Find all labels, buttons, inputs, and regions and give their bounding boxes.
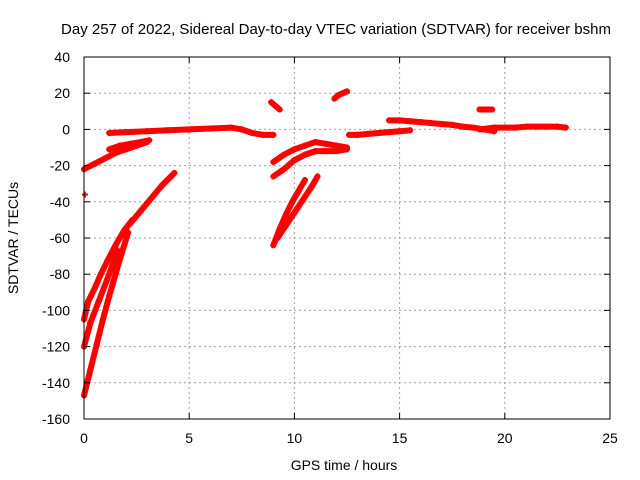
tick-labels: 0 5 10 15 20 25 -160 -140 -120 -100 -80 -60 -40 -20 0 2… (42, 49, 618, 446)
x-axis-label: GPS time / hours (291, 457, 398, 473)
series-arc-19-20 (476, 106, 496, 113)
series-segment (118, 229, 132, 256)
y-tick-label: -40 (50, 194, 70, 210)
y-tick-label: -20 (50, 158, 70, 174)
series-segment (106, 271, 119, 299)
series-segment (87, 341, 100, 374)
data-layer (81, 88, 569, 399)
series-day-arc (106, 124, 277, 138)
series-steep-arc-d (127, 169, 178, 227)
grid-lines (84, 57, 610, 419)
plot-frame (83, 56, 611, 420)
x-tick-label: 15 (392, 430, 408, 446)
axis-ticks (83, 56, 611, 420)
series-segment (87, 298, 102, 327)
y-tick-label: -120 (42, 339, 70, 355)
series-segment (95, 276, 111, 305)
series-segment (308, 173, 321, 191)
series-arc-near-9 (268, 99, 283, 113)
series-segment (158, 169, 178, 189)
x-tick-label: 0 (80, 430, 88, 446)
y-tick-label: -100 (42, 302, 70, 318)
x-tick-label: 5 (185, 430, 193, 446)
series-segment (104, 247, 121, 283)
y-tick-label: -80 (50, 266, 70, 282)
series-segment (186, 125, 214, 133)
series-steep-arc-a (81, 216, 136, 323)
y-tick-label: -140 (42, 375, 70, 391)
y-axis-label: SDTVAR / TECUs (5, 182, 21, 294)
series-segment (165, 126, 193, 134)
y-tick-label: 20 (54, 85, 70, 101)
series-steep-arc-c (81, 247, 121, 350)
y-tick-label: -160 (42, 411, 70, 427)
series-segment (99, 292, 113, 323)
series-segment (104, 242, 119, 265)
series-steep-arc-b (81, 229, 132, 399)
series-early-arc-b (106, 137, 153, 153)
y-tick-label: 40 (54, 49, 70, 65)
series-segment (295, 177, 308, 194)
x-tick-label: 25 (602, 430, 618, 446)
y-tick-label: -60 (50, 230, 70, 246)
chart-title: Day 257 of 2022, Sidereal Day-to-day VTE… (61, 21, 611, 38)
x-tick-label: 20 (497, 430, 513, 446)
series-segment (144, 127, 172, 135)
series-segment (123, 128, 151, 136)
series-arc-mid-d (274, 173, 321, 241)
series-late-arc (346, 127, 414, 138)
series-segment (93, 316, 106, 348)
series-segment (207, 124, 235, 132)
series-arc-19-23 (476, 123, 569, 133)
series-arc-near-12 (331, 88, 350, 102)
x-tick-label: 10 (287, 430, 303, 446)
series-arc-mid-b (270, 146, 350, 180)
series-segment (112, 249, 125, 278)
y-tick-label: 0 (62, 121, 70, 137)
series-single-point (82, 191, 89, 198)
series-segment (81, 320, 94, 350)
